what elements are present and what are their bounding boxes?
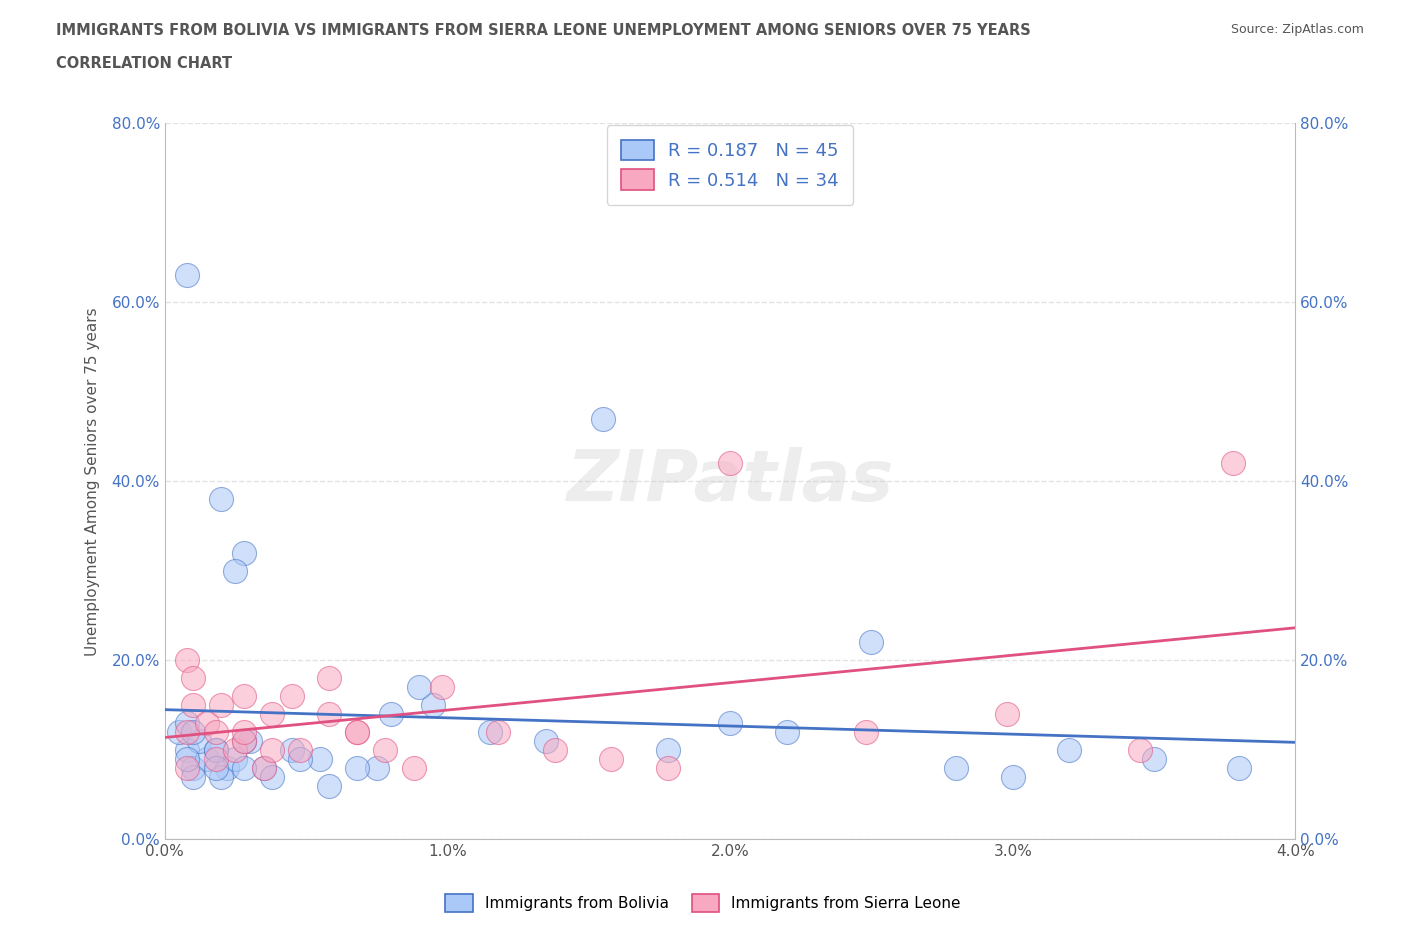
- Point: [486, 724, 509, 739]
- Point: [318, 707, 340, 722]
- Point: [1227, 761, 1250, 776]
- Point: [478, 724, 501, 739]
- Point: [366, 761, 388, 776]
- Point: [204, 751, 226, 766]
- Point: [176, 742, 198, 757]
- Point: [346, 724, 368, 739]
- Point: [262, 707, 284, 722]
- Point: [860, 635, 883, 650]
- Point: [290, 742, 312, 757]
- Point: [176, 724, 198, 739]
- Point: [209, 492, 232, 507]
- Point: [262, 769, 284, 784]
- Point: [204, 742, 226, 757]
- Text: ZIPatlas: ZIPatlas: [567, 446, 894, 516]
- Point: [232, 734, 254, 749]
- Point: [262, 742, 284, 757]
- Point: [181, 761, 204, 776]
- Point: [195, 715, 218, 730]
- Point: [1059, 742, 1081, 757]
- Point: [167, 724, 190, 739]
- Point: [995, 707, 1018, 722]
- Point: [346, 761, 368, 776]
- Point: [422, 698, 444, 712]
- Text: IMMIGRANTS FROM BOLIVIA VS IMMIGRANTS FROM SIERRA LEONE UNEMPLOYMENT AMONG SENIO: IMMIGRANTS FROM BOLIVIA VS IMMIGRANTS FR…: [56, 23, 1031, 38]
- Legend: Immigrants from Bolivia, Immigrants from Sierra Leone: Immigrants from Bolivia, Immigrants from…: [439, 888, 967, 918]
- Point: [1129, 742, 1152, 757]
- Point: [318, 778, 340, 793]
- Point: [253, 761, 276, 776]
- Point: [290, 751, 312, 766]
- Point: [176, 268, 198, 283]
- Text: CORRELATION CHART: CORRELATION CHART: [56, 56, 232, 71]
- Point: [204, 742, 226, 757]
- Legend: R = 0.187   N = 45, R = 0.514   N = 34: R = 0.187 N = 45, R = 0.514 N = 34: [607, 126, 853, 205]
- Point: [209, 698, 232, 712]
- Point: [1143, 751, 1166, 766]
- Point: [309, 751, 332, 766]
- Point: [181, 671, 204, 685]
- Point: [224, 751, 246, 766]
- Point: [232, 734, 254, 749]
- Point: [1001, 769, 1024, 784]
- Point: [181, 698, 204, 712]
- Point: [224, 742, 246, 757]
- Point: [281, 742, 304, 757]
- Point: [775, 724, 797, 739]
- Point: [239, 734, 262, 749]
- Point: [544, 742, 567, 757]
- Point: [181, 769, 204, 784]
- Point: [657, 742, 679, 757]
- Point: [232, 761, 254, 776]
- Point: [232, 724, 254, 739]
- Point: [430, 680, 453, 695]
- Point: [209, 769, 232, 784]
- Point: [346, 724, 368, 739]
- Point: [408, 680, 430, 695]
- Point: [176, 761, 198, 776]
- Point: [215, 761, 238, 776]
- Point: [176, 715, 198, 730]
- Point: [187, 734, 209, 749]
- Point: [232, 689, 254, 704]
- Point: [204, 761, 226, 776]
- Point: [536, 734, 558, 749]
- Point: [224, 564, 246, 578]
- Point: [176, 653, 198, 668]
- Point: [374, 742, 396, 757]
- Point: [181, 724, 204, 739]
- Point: [195, 751, 218, 766]
- Text: Source: ZipAtlas.com: Source: ZipAtlas.com: [1230, 23, 1364, 36]
- Point: [380, 707, 402, 722]
- Point: [855, 724, 877, 739]
- Point: [402, 761, 425, 776]
- Point: [253, 761, 276, 776]
- Point: [592, 411, 614, 426]
- Y-axis label: Unemployment Among Seniors over 75 years: Unemployment Among Seniors over 75 years: [86, 307, 100, 656]
- Point: [176, 751, 198, 766]
- Point: [600, 751, 623, 766]
- Point: [232, 546, 254, 561]
- Point: [718, 715, 741, 730]
- Point: [945, 761, 967, 776]
- Point: [281, 689, 304, 704]
- Point: [204, 724, 226, 739]
- Point: [718, 456, 741, 471]
- Point: [318, 671, 340, 685]
- Point: [657, 761, 679, 776]
- Point: [1222, 456, 1244, 471]
